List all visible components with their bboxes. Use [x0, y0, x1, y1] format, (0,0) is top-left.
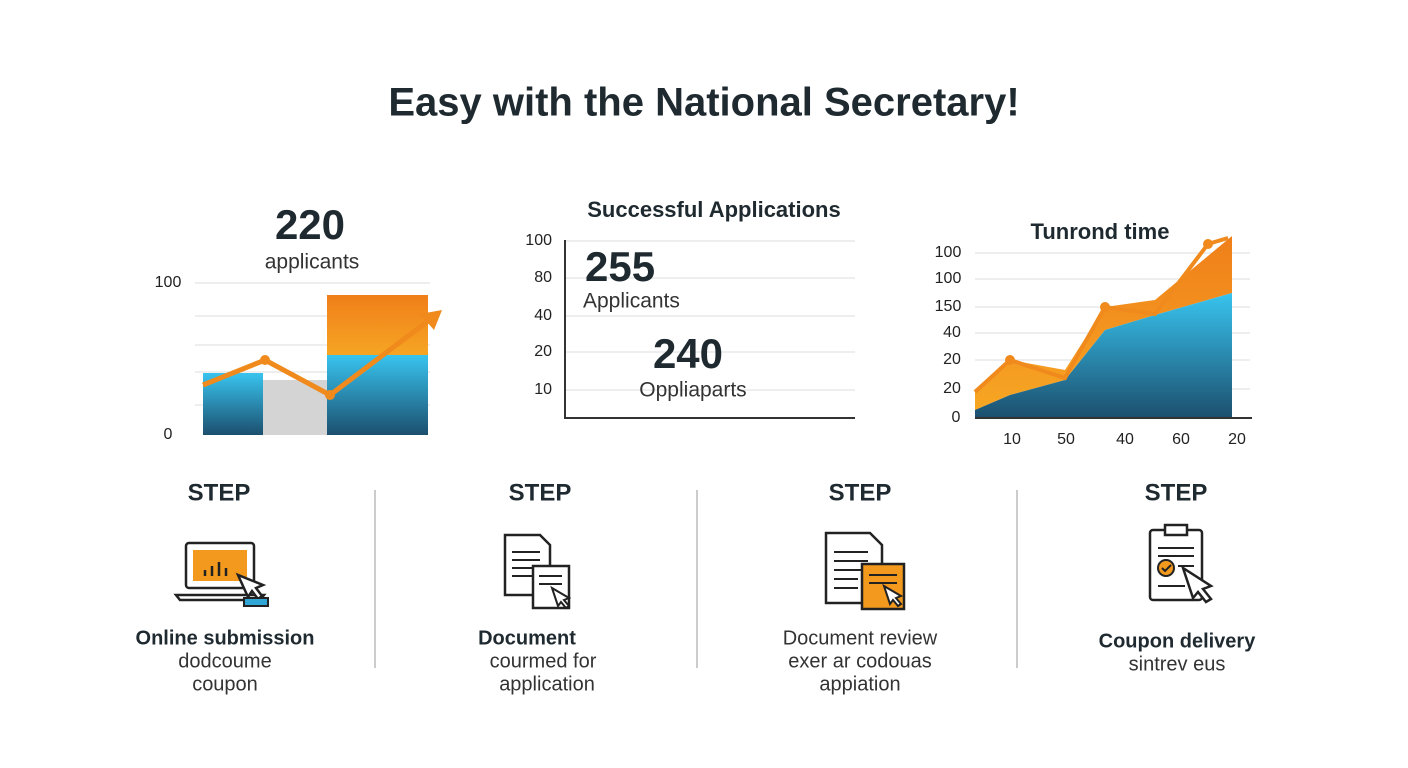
axis-label: 150 — [935, 298, 962, 315]
axis-label: 100 — [155, 274, 182, 291]
step-heading: STEP — [829, 479, 892, 506]
axis-label: 0 — [164, 426, 173, 443]
step-line: application — [499, 673, 595, 695]
axis-label: 0 — [952, 409, 961, 426]
step-line: dodcoume — [178, 650, 271, 672]
trend-line — [202, 316, 434, 398]
area — [975, 236, 1232, 410]
area — [975, 293, 1232, 418]
axis-label: 20 — [534, 343, 552, 360]
step-heading: STEP — [1145, 479, 1208, 506]
step-heading: STEP — [188, 479, 251, 506]
icon-document — [503, 533, 572, 610]
stat-value: 255 — [585, 243, 655, 290]
icon-clipboard — [1148, 523, 1214, 604]
axis-label: 10 — [1003, 431, 1021, 448]
axis-label: 40 — [534, 307, 552, 324]
stat-label: Oppliaparts — [639, 379, 746, 402]
step-line: Document — [478, 627, 576, 649]
step-document: STEP Document courmed for application — [478, 479, 597, 695]
axis-label: 100 — [935, 270, 962, 287]
dot — [1100, 302, 1110, 312]
stat-value: 240 — [653, 330, 723, 377]
dot — [1203, 239, 1213, 249]
step-coupon: STEP Coupon delivery sintrev eus — [1099, 479, 1257, 675]
step-line: exer ar codouas — [788, 650, 931, 672]
step-line: coupon — [192, 673, 258, 695]
axis-label: 100 — [935, 244, 962, 261]
step-line: Online submission — [136, 627, 315, 649]
axis-label: 60 — [1172, 431, 1190, 448]
panel-turnaround: Tunrond time 100 100 150 40 20 20 0 10 5… — [935, 219, 1252, 448]
caption: applicants — [265, 251, 360, 274]
step-line: Coupon delivery — [1099, 630, 1257, 652]
step-line: appiation — [819, 673, 900, 695]
step-line: courmed for — [490, 650, 597, 672]
step-line: Document review — [783, 627, 938, 649]
panel-title: Successful Applications — [587, 197, 840, 222]
axis-label: 80 — [534, 269, 552, 286]
page-title: Easy with the National Secretary! — [388, 81, 1019, 125]
panel-title: Tunrond time — [1031, 219, 1170, 244]
icon-laptop — [173, 541, 269, 607]
dot — [260, 355, 270, 365]
dot — [1005, 355, 1015, 365]
axes — [564, 240, 855, 419]
axis-label: 10 — [534, 381, 552, 398]
axis-label: 40 — [943, 324, 961, 341]
bar — [327, 295, 428, 357]
step-line: sintrev eus — [1129, 653, 1226, 675]
headline: 220 — [275, 201, 345, 248]
axis-label: 50 — [1057, 431, 1075, 448]
panel-applicants: 220 applicants 100 0 — [155, 201, 442, 443]
axis-label: 20 — [943, 351, 961, 368]
axis-label: 40 — [1116, 431, 1134, 448]
step-online: STEP Online submission dodcoume coupon — [136, 479, 315, 695]
icon-review — [824, 531, 906, 611]
arrow-head — [420, 310, 442, 330]
step-review: STEP Document review exer ar codouas app… — [783, 479, 938, 695]
panel-successful: Successful Applications 100 80 40 20 10 … — [525, 197, 855, 419]
axis-label: 100 — [525, 232, 552, 249]
axis-label: 20 — [943, 380, 961, 397]
bar — [327, 355, 428, 435]
axis-label: 20 — [1228, 431, 1246, 448]
step-heading: STEP — [509, 479, 572, 506]
dot — [325, 390, 335, 400]
stat-label: Applicants — [583, 290, 680, 313]
